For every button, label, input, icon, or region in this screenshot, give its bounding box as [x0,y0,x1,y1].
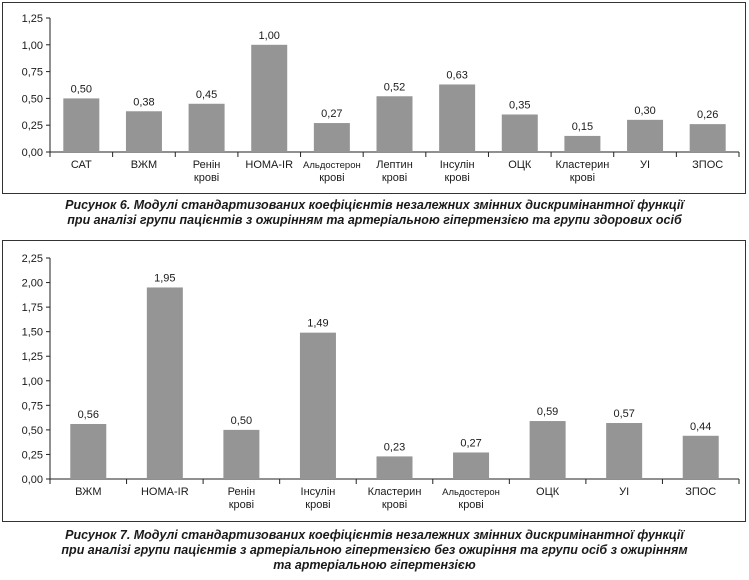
y-tick-label: 1,00 [22,40,43,52]
bar [125,111,162,152]
bar [188,103,225,152]
x-tick-label: ВЖМ [131,159,157,171]
data-label: 0,50 [71,83,92,95]
y-tick-label: 0,00 [22,147,43,159]
bar [313,123,350,152]
x-tick-label: Ренін [228,486,256,498]
y-tick-label: 1,25 [22,13,43,25]
x-tick-label: крові [570,172,595,184]
y-tick-label: 2,00 [22,278,43,290]
y-tick-label: 0,50 [22,425,43,437]
x-tick-label: УІ [619,486,629,498]
data-label: 0,57 [613,408,634,420]
data-label: 0,26 [697,109,718,121]
y-tick-label: 0,50 [22,93,43,105]
bar [627,119,664,152]
x-tick-label: ЗПОС [685,486,716,498]
bar [606,423,643,479]
x-tick-label: САТ [71,159,92,171]
bar [146,287,183,479]
data-label: 0,23 [384,441,405,453]
bar [501,114,538,152]
bar [223,429,260,479]
x-tick-label: крові [444,172,469,184]
x-tick-label: HOMA-IR [141,486,189,498]
data-label: 0,52 [384,81,405,93]
data-label: 0,45 [196,89,217,101]
data-label: 0,56 [78,409,99,421]
data-label: 0,27 [321,108,342,120]
data-label: 0,59 [537,406,558,418]
x-tick-label: крові [229,499,254,511]
x-tick-label: Інсулін [301,486,336,498]
y-tick-label: 1,75 [22,302,43,314]
data-label: 1,49 [307,318,328,330]
y-tick-label: 1,25 [22,351,43,363]
bar [529,421,566,479]
x-tick-label: Ренін [193,159,221,171]
bar [689,124,726,152]
x-tick-label: ОЦК [536,486,560,498]
figure-7-caption-line-2: при аналізі групи пацієнтів з артеріальн… [61,543,688,557]
figure-6-caption: Рисунок 6. Модулі стандартизованих коефі… [0,198,749,228]
figure-6-caption-line-1: Рисунок 6. Модулі стандартизованих коефі… [65,198,684,212]
bar [439,84,476,152]
chart-figure-6: 0,00 0,25 0,50 0,75 1,00 1,25 0,50 САТ 0,38 ВЖМ 0,… [2,2,746,194]
x-tick-label: крові [319,172,344,184]
figure-7-caption-line-1: Рисунок 7. Модулі стандартизованих коефі… [65,528,684,542]
bar [682,435,719,479]
x-tick-label: крові [305,499,330,511]
x-tick-label: Лептин [376,159,413,171]
bar [376,456,413,479]
y-tick-label: 1,00 [22,376,43,388]
x-tick-label: HOMA-IR [245,159,293,171]
y-tick-label: 2,25 [22,253,43,265]
x-tick-label: крові [458,499,483,511]
data-label: 0,15 [572,121,593,133]
data-label: 1,00 [259,30,280,42]
x-tick-label: ОЦК [508,159,532,171]
bar [299,332,336,479]
y-tick-label: 1,50 [22,327,43,339]
data-label: 1,95 [154,272,175,284]
figure-6-caption-line-2: при аналізі групи пацієнтів з ожирінням … [67,213,682,227]
y-tick-label: 0,25 [22,120,43,132]
bar [453,452,490,479]
chart-figure-7: 0,00 0,25 0,50 0,75 1,00 1,25 1,50 1,75 2,00 2,25… [2,240,746,522]
figure-7-caption-line-3: та артеріальною гіпертензією [273,558,476,572]
bar [376,96,413,152]
bar [564,135,601,152]
x-tick-label: Інсулін [440,159,475,171]
x-tick-label: УІ [640,159,650,171]
x-tick-label: крові [382,499,407,511]
data-label: 0,38 [133,96,154,108]
bar [63,98,100,152]
x-tick-label: Альдостерон [303,160,361,171]
data-label: 0,27 [460,437,481,449]
bar [251,44,288,152]
x-tick-label: Альдостерон [442,487,500,498]
chart-figure-6-svg: 0,00 0,25 0,50 0,75 1,00 1,25 0,50 САТ 0,38 ВЖМ 0,… [22,13,740,184]
x-tick-label: Кластерин [368,486,422,498]
x-tick-label: крові [194,172,219,184]
x-tick-label: крові [382,172,407,184]
data-label: 0,63 [446,69,467,81]
data-label: 0,44 [690,421,711,433]
data-label: 0,35 [509,99,530,111]
bar [70,423,107,479]
x-tick-label: ВЖМ [75,486,101,498]
y-tick-label: 0,75 [22,400,43,412]
y-tick-label: 0,00 [22,474,43,486]
x-tick-label: Кластерин [555,159,609,171]
data-label: 0,30 [634,105,655,117]
data-label: 0,50 [231,415,252,427]
x-tick-label: ЗПОС [692,159,723,171]
chart-figure-7-svg: 0,00 0,25 0,50 0,75 1,00 1,25 1,50 1,75 2,00 2,25… [22,253,740,511]
y-tick-label: 0,25 [22,449,43,461]
y-tick-label: 0,75 [22,67,43,79]
figure-7-caption: Рисунок 7. Модулі стандартизованих коефі… [0,528,749,573]
